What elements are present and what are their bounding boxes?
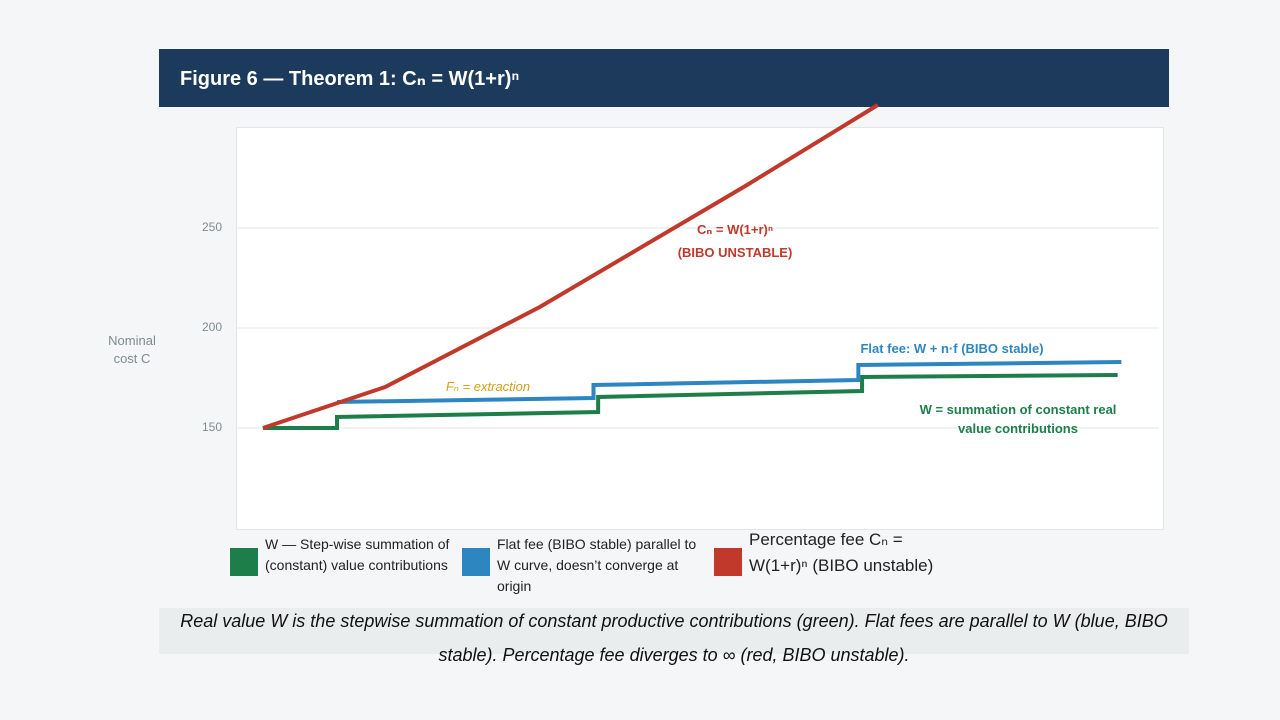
series-line [336,360,1122,404]
annotation: Flat fee: W + n·f (BIBO stable) [860,341,1044,356]
caption-band [159,608,1189,654]
caption: Real value W is the stepwise summation o… [180,611,1168,665]
y-tick-label: 150 [202,420,222,434]
annotation: (BIBO UNSTABLE) [677,245,793,260]
y-tick-label: 200 [202,320,222,334]
series-line [262,373,1118,430]
y-tick-label: 250 [202,220,222,234]
annotation: value contributions [958,421,1078,436]
legend-label: Percentage fee Cₙ = W(1+r)ⁿ (BIBO unstab… [749,530,934,575]
legend-swatch [230,548,258,576]
legend-swatch [714,548,742,576]
legend-label: W — Step-wise summation of (constant) va… [265,536,450,573]
annotation: Fₙ = extraction [445,379,531,394]
legend-label: Flat fee (BIBO stable) parallel to W cur… [497,536,697,594]
legend-swatch [462,548,490,576]
y-axis-label: Nominal cost C [108,333,156,366]
chart-title: Figure 6 — Theorem 1: Cₙ = W(1+r)ⁿ [180,68,520,90]
annotation: W = summation of constant real [919,402,1117,417]
series-line [262,103,879,430]
header-bar [159,49,1169,107]
annotation: Cₙ = W(1+r)ⁿ [696,222,774,237]
